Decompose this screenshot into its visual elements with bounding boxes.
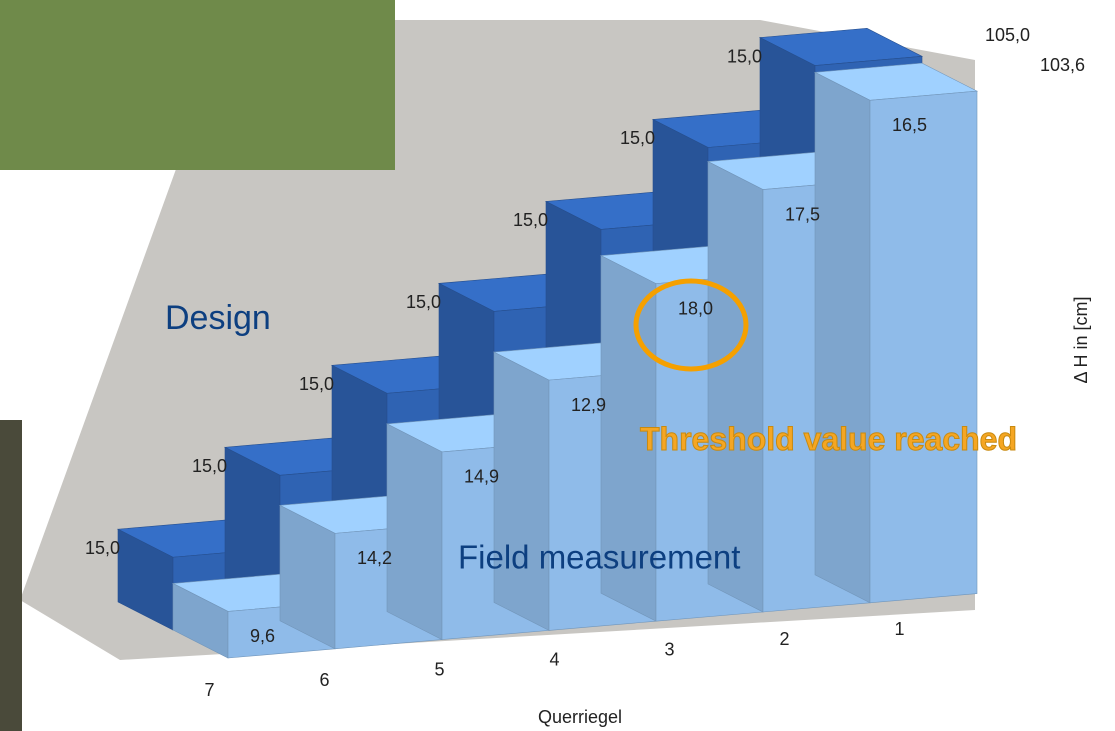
x-tick-label: 7 [204,680,214,700]
x-tick-label: 4 [549,650,559,670]
plot [116,28,979,659]
step-side [386,423,443,641]
x-tick-label: 5 [434,660,444,680]
photo-left [0,420,22,731]
design-value-label: 15,0 [299,374,334,394]
threshold-annotation: Threshold value reached [640,421,1018,458]
field-value-label: 14,9 [464,467,499,487]
design-value-label: 15,0 [513,210,548,230]
step-side [814,71,871,604]
x-axis-title: Querriegel [538,707,622,727]
field-value-label: 14,2 [357,548,392,568]
x-tick-label: 6 [319,670,329,690]
field-value-label: 17,5 [785,204,820,224]
field-value-label: 9,6 [250,626,275,646]
field-value-label: 18,0 [678,298,713,318]
y-axis-title: Δ H in [cm] [1071,296,1091,383]
design-value-label: 15,0 [727,46,762,66]
x-tick-label: 3 [664,639,674,659]
total-label: 103,6 [1040,55,1085,75]
x-tick-label: 1 [894,619,904,639]
design-value-label: 15,0 [85,538,120,558]
field-value-label: 16,5 [892,115,927,135]
field-value-label: 12,9 [571,395,606,415]
step-front [869,90,978,604]
series-label: Design [165,299,271,337]
series-label: Field measurement [458,539,740,576]
x-tick-label: 2 [779,629,789,649]
total-label: 105,0 [985,25,1030,45]
step-side [493,351,550,631]
design-value-label: 15,0 [406,292,441,312]
design-value-label: 15,0 [192,456,227,476]
design-value-label: 15,0 [620,128,655,148]
highlight-ellipse [633,278,749,372]
photo-top [0,0,395,170]
